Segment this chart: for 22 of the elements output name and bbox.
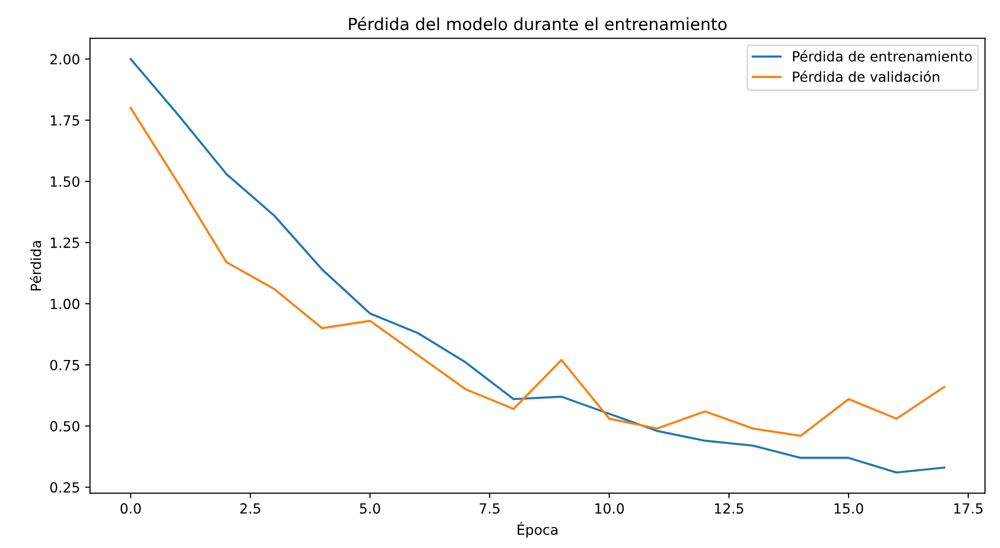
- x-tick-label: 5.0: [360, 503, 380, 514]
- line-series: [130, 106, 946, 437]
- x-tick-label: 7.5: [480, 503, 500, 514]
- y-tick-label: 1.50: [50, 176, 80, 187]
- x-axis-title: Época: [518, 522, 558, 538]
- y-tick-label: 1.00: [50, 298, 80, 310]
- x-tick-label: 2.5: [240, 503, 260, 514]
- legend-label: Pérdida de entrenamiento: [793, 50, 972, 62]
- y-tick-label: 1.75: [50, 115, 80, 126]
- y-tick-label: 1.25: [50, 238, 80, 248]
- legend-label: Pérdida de validación: [793, 70, 940, 82]
- x-tick-label: 0.0: [120, 503, 141, 514]
- y-tick-label: 0.50: [50, 421, 80, 432]
- y-tick-label: 2.00: [50, 54, 80, 65]
- x-tick-label: 17.5: [954, 503, 982, 514]
- x-tick-label: 15.0: [834, 503, 864, 514]
- x-tick-label: 10.0: [595, 503, 624, 514]
- x-tick-label: 12.5: [715, 503, 744, 514]
- chart-title: Pérdida del modelo durante el entrenamiento: [349, 16, 727, 30]
- y-axis-title: Pérdida: [30, 241, 42, 290]
- y-tick-label: 0.25: [50, 482, 80, 493]
- y-tick-label: 0.75: [50, 360, 80, 370]
